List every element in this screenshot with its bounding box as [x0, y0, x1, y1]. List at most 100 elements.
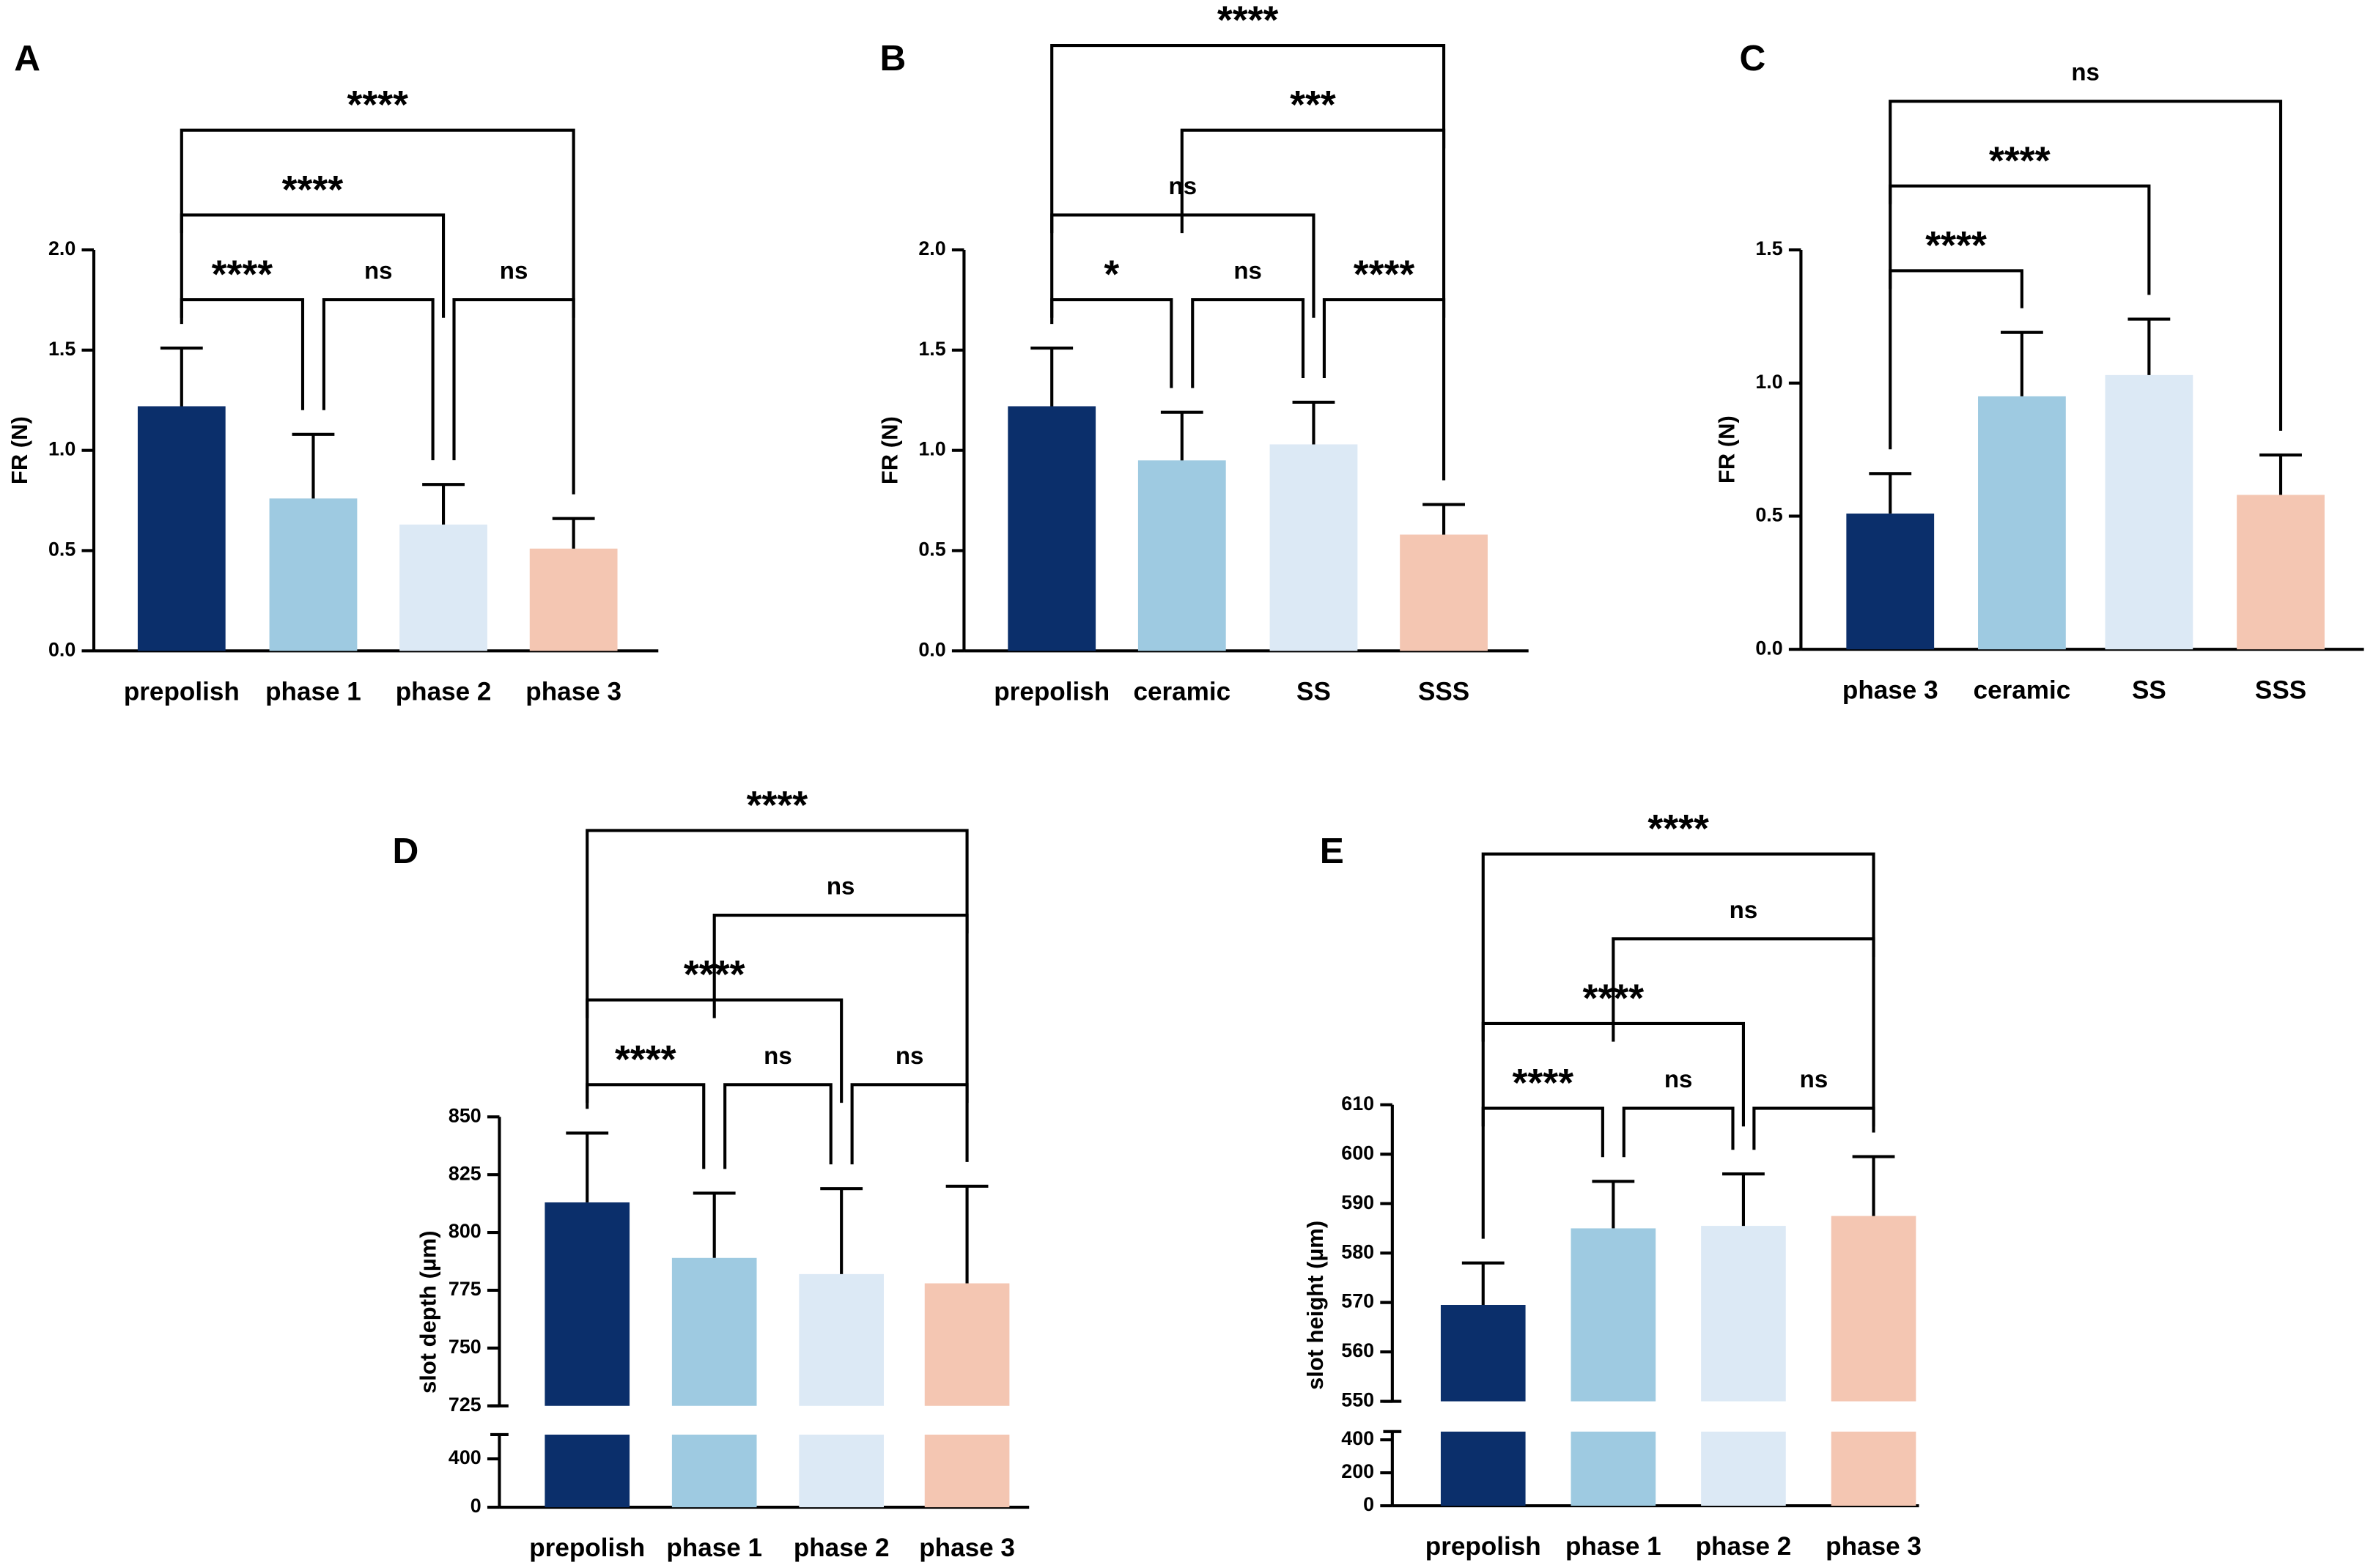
error-bar: [2127, 317, 2171, 375]
significance-bracket: [180, 297, 305, 410]
x-tick-label: prepolish: [1425, 1532, 1541, 1561]
panel-label: D: [393, 830, 419, 871]
bar: [529, 548, 618, 651]
y-tick-label: 0.5: [48, 539, 75, 561]
error-bar: [1722, 1172, 1765, 1227]
error-bar: [292, 432, 335, 499]
y-tick-label: 590: [1341, 1191, 1374, 1213]
significance-bracket: [586, 1083, 706, 1169]
y-tick-label: 560: [1341, 1339, 1374, 1361]
x-tick-label: ceramic: [1133, 677, 1230, 706]
bar: [1701, 1226, 1786, 1402]
bar-lower: [1701, 1431, 1786, 1506]
x-tick-label: phase 2: [794, 1534, 890, 1562]
x-tick-label: prepolish: [124, 677, 240, 706]
y-tick-label: 0: [1363, 1493, 1374, 1515]
significance-bracket: [1180, 128, 1446, 318]
significance-bracket: [322, 297, 435, 461]
panel-label: B: [879, 37, 906, 78]
panel-label: C: [1739, 37, 1765, 78]
x-tick-label: phase 3: [919, 1534, 1015, 1562]
significance-bracket: [1752, 1106, 1875, 1150]
x-tick-label: phase 2: [1696, 1532, 1792, 1561]
significance-bracket: [850, 1083, 969, 1165]
significance-label: ns: [1233, 258, 1262, 285]
bar: [545, 1202, 630, 1406]
y-tick-label: 0.0: [48, 638, 75, 660]
bar-lower: [799, 1434, 884, 1508]
significance-bracket: [1612, 937, 1875, 1127]
y-tick-label: 825: [449, 1162, 481, 1184]
significance-label: *: [1104, 253, 1119, 297]
significance-bracket: [712, 913, 969, 1103]
significance-label: ns: [364, 258, 393, 285]
y-tick-label: 400: [449, 1446, 481, 1468]
y-tick-label: 1.0: [918, 438, 945, 460]
bar: [1269, 444, 1358, 651]
significance-bracket: [180, 128, 575, 318]
significance-label: ****: [1647, 807, 1709, 851]
x-tick-label: prepolish: [994, 677, 1110, 706]
significance-label: ****: [212, 253, 273, 297]
significance-label: ****: [1354, 253, 1415, 297]
error-bar: [1852, 1155, 1895, 1216]
y-tick-label: 725: [449, 1394, 481, 1416]
x-tick-label: phase 3: [1826, 1532, 1922, 1561]
y-tick-label: 2.0: [48, 237, 75, 259]
significance-bracket: [586, 829, 969, 1018]
x-tick-label: ceramic: [1974, 676, 2071, 704]
error-bar: [1592, 1180, 1635, 1229]
y-tick-label: 775: [449, 1278, 481, 1300]
bar: [1440, 1304, 1526, 1402]
bar: [1978, 396, 2066, 650]
error-bar: [566, 1131, 609, 1203]
significance-bracket: [723, 1083, 833, 1169]
x-tick-label: SS: [1296, 677, 1331, 706]
x-tick-label: phase 3: [1842, 676, 1938, 704]
y-tick-label: 0.5: [1755, 504, 1782, 526]
bar: [1400, 534, 1488, 651]
error-bar: [1292, 400, 1335, 445]
significance-label: ns: [764, 1043, 792, 1070]
significance-bracket: [1481, 852, 1875, 1042]
y-tick-label: 580: [1341, 1240, 1374, 1262]
panel-label: A: [14, 37, 40, 78]
bar: [269, 498, 358, 651]
x-tick-label: SS: [2132, 676, 2166, 704]
significance-label: ****: [1989, 138, 2051, 182]
bar: [1846, 513, 1935, 650]
x-tick-label: phase 3: [525, 677, 621, 706]
error-bar: [2259, 453, 2302, 495]
error-bar: [160, 347, 203, 407]
bar-lower: [671, 1434, 757, 1508]
significance-label: ****: [282, 168, 344, 212]
bar: [1137, 460, 1226, 651]
bar: [2237, 495, 2325, 650]
significance-bracket: [1481, 1106, 1604, 1239]
bar-lower: [545, 1434, 630, 1508]
significance-bracket: [1622, 1106, 1735, 1158]
significance-bracket: [1889, 184, 2151, 295]
significance-label: ****: [1513, 1061, 1574, 1105]
panel-label: E: [1320, 830, 1344, 871]
error-bar: [1160, 410, 1203, 461]
y-tick-label: 600: [1341, 1142, 1374, 1164]
y-tick-label: 1.5: [1755, 237, 1782, 259]
y-tick-label: 0.0: [918, 638, 945, 660]
significance-label: ns: [2071, 59, 2100, 86]
error-bar: [422, 483, 465, 525]
significance-bracket: [1322, 297, 1446, 481]
significance-label: ns: [1664, 1066, 1693, 1093]
bar: [1831, 1216, 1916, 1402]
bar: [799, 1273, 884, 1406]
y-tick-label: 1.5: [918, 338, 945, 360]
y-tick-label: 400: [1341, 1427, 1374, 1449]
y-tick-label: 0.0: [1755, 637, 1782, 659]
error-bar: [1030, 347, 1074, 407]
x-tick-label: phase 1: [1565, 1532, 1661, 1561]
error-bar: [1422, 503, 1465, 535]
x-tick-label: prepolish: [529, 1534, 645, 1562]
error-bar: [1869, 472, 1912, 514]
x-tick-label: phase 1: [265, 677, 361, 706]
